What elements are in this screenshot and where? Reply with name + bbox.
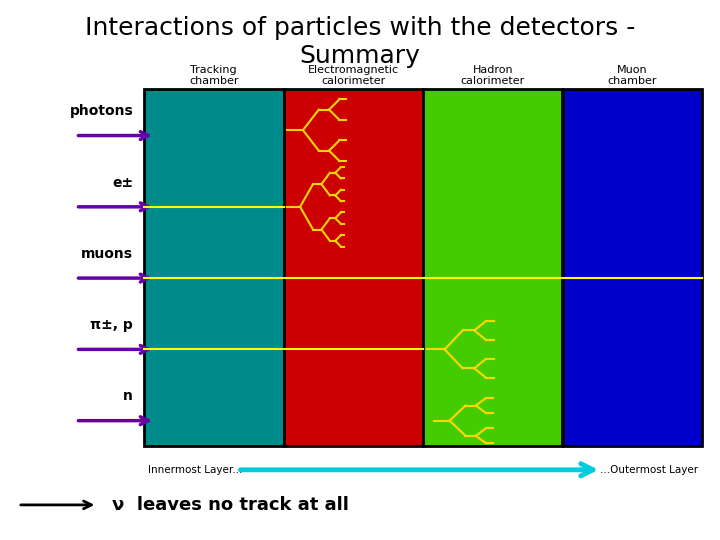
- Bar: [423, 89, 562, 446]
- Text: Electromagnetic
calorimeter: Electromagnetic calorimeter: [307, 65, 399, 86]
- Text: ν  leaves no track at all: ν leaves no track at all: [112, 496, 348, 514]
- Text: n: n: [123, 389, 133, 403]
- Text: muons: muons: [81, 247, 133, 261]
- Text: Muon
chamber: Muon chamber: [608, 65, 657, 86]
- Bar: [562, 89, 702, 446]
- Text: e±: e±: [112, 176, 133, 190]
- Text: Tracking
chamber: Tracking chamber: [189, 65, 238, 86]
- Bar: [144, 89, 284, 446]
- Text: Hadron
calorimeter: Hadron calorimeter: [461, 65, 525, 86]
- Text: Innermost Layer...: Innermost Layer...: [148, 465, 242, 475]
- Text: ...Outermost Layer: ...Outermost Layer: [600, 465, 698, 475]
- Text: Interactions of particles with the detectors -
Summary: Interactions of particles with the detec…: [85, 16, 635, 68]
- Text: photons: photons: [69, 104, 133, 118]
- Bar: [284, 89, 423, 446]
- Text: π±, p: π±, p: [91, 318, 133, 332]
